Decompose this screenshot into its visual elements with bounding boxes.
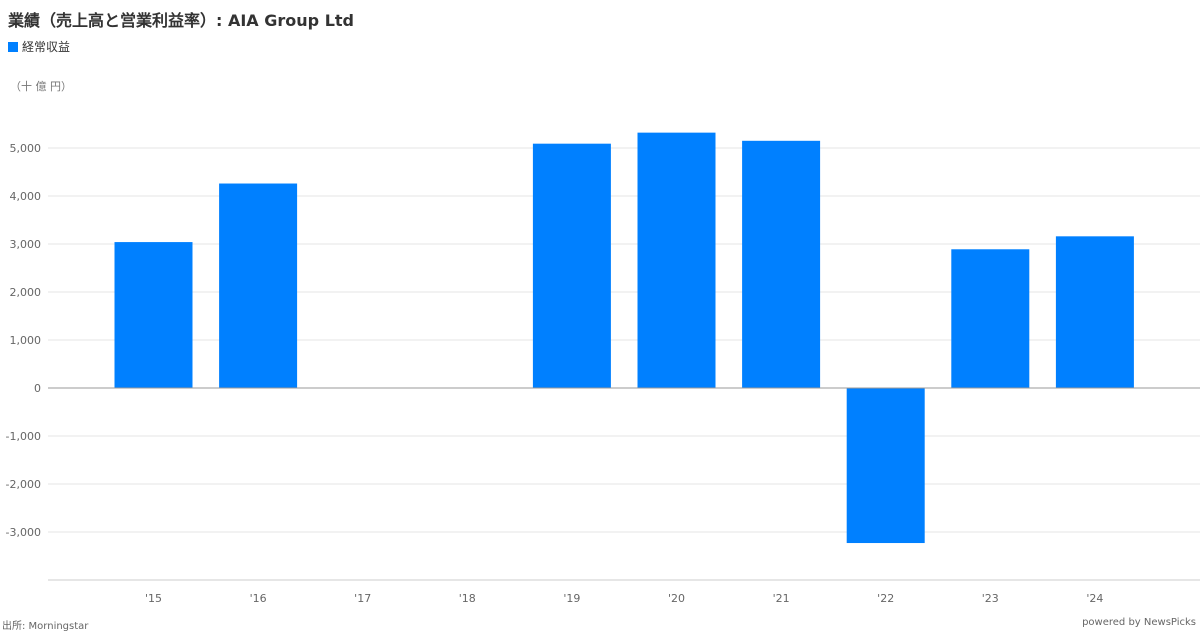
- chart-title: 業績（売上高と営業利益率）: AIA Group Ltd: [8, 11, 354, 30]
- powered-by: powered by NewsPicks: [1082, 617, 1196, 628]
- bar: [846, 388, 925, 544]
- x-tick-label: '22: [877, 592, 894, 605]
- x-tick-label: '17: [354, 592, 371, 605]
- x-tick-label: '15: [145, 592, 162, 605]
- y-tick-label: 1,000: [10, 334, 42, 347]
- y-tick-label: -3,000: [6, 526, 41, 539]
- y-tick-label: -1,000: [6, 430, 41, 443]
- y-tick-label: 4,000: [10, 190, 42, 203]
- bar: [742, 140, 821, 388]
- x-tick-label: '16: [250, 592, 267, 605]
- x-tick-label: '19: [563, 592, 580, 605]
- bar: [1055, 236, 1134, 388]
- legend-label: 経常収益: [22, 40, 71, 54]
- x-tick-label: '18: [459, 592, 476, 605]
- y-tick-label: 3,000: [10, 238, 42, 251]
- legend: 経常収益: [8, 38, 70, 55]
- x-tick-label: '23: [982, 592, 999, 605]
- y-tick-label: 5,000: [10, 142, 42, 155]
- bar: [219, 183, 298, 388]
- y-tick-label: 0: [34, 382, 41, 395]
- bar: [951, 249, 1030, 388]
- bar: [114, 242, 193, 388]
- y-tick-label: -2,000: [6, 478, 41, 491]
- bar: [532, 143, 611, 388]
- unit-label: （十 億 円）: [10, 80, 72, 93]
- legend-swatch: [8, 41, 18, 52]
- x-tick-label: '24: [1086, 592, 1103, 605]
- x-tick-label: '21: [773, 592, 790, 605]
- bar: [637, 132, 716, 388]
- source-note: 出所: Morningstar: [2, 621, 89, 632]
- x-tick-label: '20: [668, 592, 685, 605]
- y-tick-label: 2,000: [10, 286, 42, 299]
